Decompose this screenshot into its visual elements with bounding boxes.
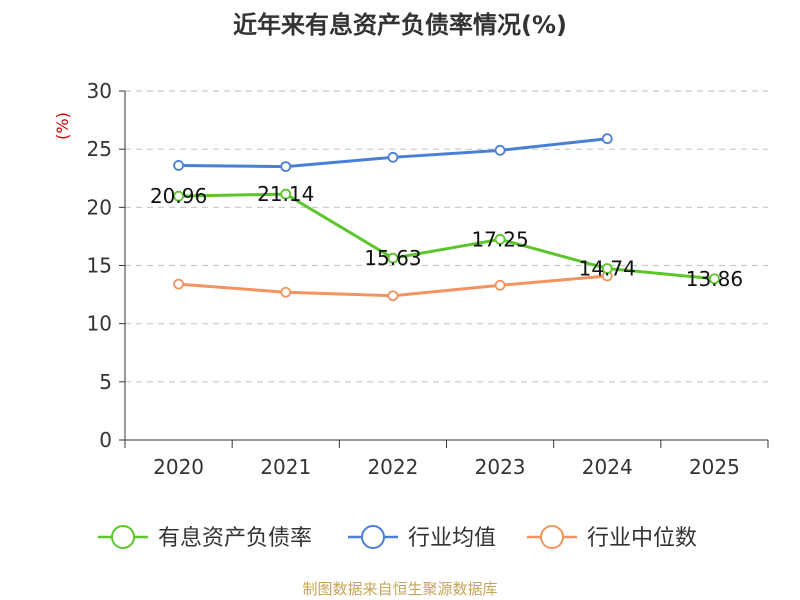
source-note: 制图数据来自恒生聚源数据库 [302, 580, 497, 598]
data-point [709, 273, 720, 285]
data-label: 17.25 [471, 227, 528, 251]
data-point [280, 161, 292, 173]
legend-label: 行业中位数 [587, 526, 697, 551]
data-point [387, 252, 399, 264]
y-axis-label: (%) [53, 112, 72, 140]
data-point [601, 133, 613, 145]
data-point [387, 290, 399, 302]
data-point [601, 263, 613, 274]
legend-item: 有息资产负债率 [98, 525, 312, 551]
y-tick-label: 15 [87, 254, 112, 278]
series-line [178, 192, 715, 281]
y-tick-label: 5 [99, 370, 112, 394]
data-point [494, 233, 506, 245]
series-1 [173, 133, 613, 173]
y-tick-label: 20 [87, 195, 112, 219]
chart-title: 近年来有息资产负债率情况(%) [233, 11, 567, 39]
y-tick-label: 30 [87, 79, 112, 103]
x-tick-label: 2025 [689, 455, 740, 479]
legend-marker [540, 525, 564, 549]
x-tick-label: 2022 [367, 455, 418, 479]
x-tick-label: 2021 [260, 455, 311, 479]
data-label: 20.96 [150, 184, 207, 208]
legend: 有息资产负债率 行业均值 行业中位数 [98, 525, 697, 551]
y-tick-label: 10 [87, 312, 112, 336]
x-tick-label: 2023 [475, 455, 526, 479]
legend-label: 有息资产负债率 [158, 526, 312, 551]
data-label: 14.74 [579, 257, 636, 281]
y-tick-label: 0 [99, 428, 112, 452]
data-label: 13.86 [686, 267, 743, 291]
data-point [494, 279, 506, 291]
legend-marker [361, 525, 385, 549]
data-point [387, 151, 399, 163]
data-point [173, 278, 184, 290]
grid-lines [125, 90, 768, 383]
legend-item: 行业中位数 [527, 525, 697, 551]
legend-marker [111, 525, 135, 549]
y-tick-label: 25 [87, 137, 112, 161]
data-label: 21.14 [257, 182, 314, 206]
legend-label: 行业均值 [408, 526, 496, 551]
data-labels: 20.96 21.14 15.63 17.25 14.74 13.86 [150, 182, 743, 291]
data-point [280, 286, 292, 298]
data-point [173, 160, 184, 171]
series-layer [173, 133, 720, 302]
series-2 [173, 270, 613, 302]
data-label: 15.63 [364, 246, 421, 270]
x-tick-label: 2020 [153, 455, 204, 479]
series-0 [173, 188, 720, 285]
data-point [494, 144, 506, 156]
data-point [173, 190, 184, 202]
data-point [280, 188, 292, 200]
legend-item: 行业均值 [348, 525, 496, 551]
x-tick-label: 2024 [582, 455, 633, 479]
